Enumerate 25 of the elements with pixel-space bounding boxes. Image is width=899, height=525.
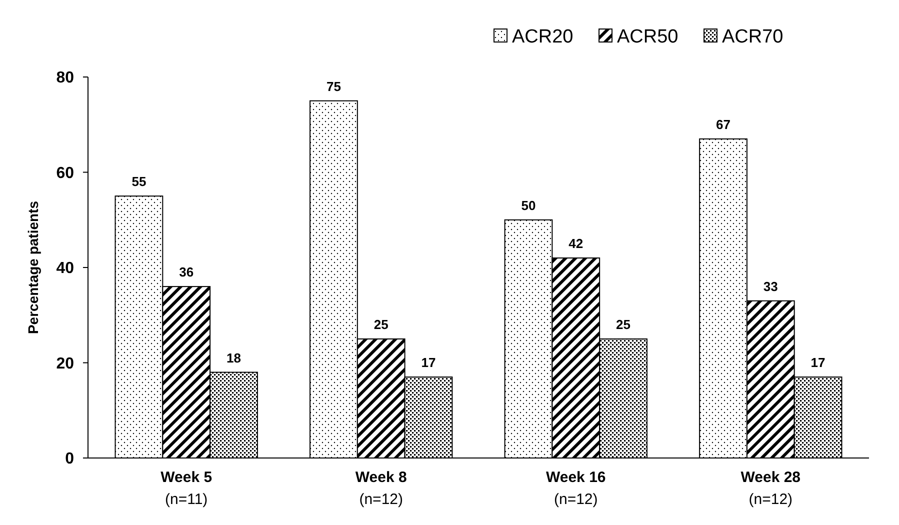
data-label: 18 (226, 350, 241, 366)
x-tick-label: Week 28 (n=12) (740, 469, 801, 508)
y-axis-title: Percentage patients (25, 200, 41, 334)
data-label: 36 (179, 264, 194, 280)
data-label: 67 (716, 116, 730, 132)
data-label: 55 (132, 174, 146, 190)
data-label: 25 (616, 316, 631, 332)
legend-label: ACR20 (512, 26, 574, 48)
x-tick-label: Week 5 (n=11) (160, 469, 212, 508)
y-tick-label: 60 (56, 164, 74, 182)
x-tick-label: Week 8 (n=12) (355, 469, 407, 508)
legend-label: ACR50 (617, 26, 678, 48)
y-tick-label: 0 (65, 450, 74, 468)
y-tick-label: 20 (56, 355, 74, 372)
data-label: 75 (326, 78, 341, 94)
y-tick-label: 40 (56, 260, 74, 278)
data-label: 17 (421, 355, 436, 370)
x-tick-label: Week 16 (n=12) (546, 469, 606, 508)
data-label: 33 (763, 278, 778, 294)
data-label: 42 (568, 236, 584, 251)
data-label: 17 (810, 355, 826, 370)
data-label: 50 (521, 198, 536, 213)
y-tick-label: 80 (56, 70, 74, 87)
legend-label: ACR70 (722, 26, 784, 48)
data-label: 25 (374, 316, 388, 332)
